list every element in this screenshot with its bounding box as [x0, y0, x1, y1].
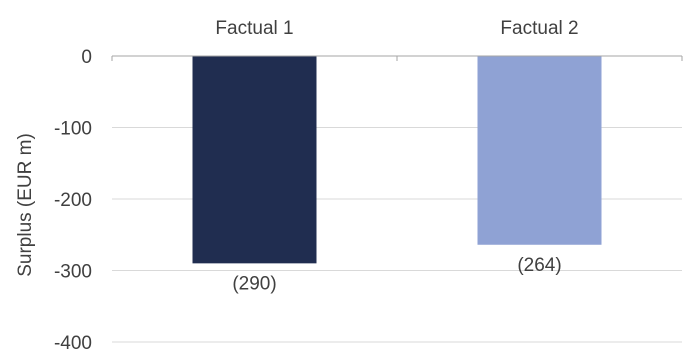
y-tick-label: -200 [54, 190, 92, 211]
y-axis-title: Surplus (EUR m) [15, 133, 36, 277]
data-label: (290) [232, 273, 276, 294]
y-tick-label: -300 [54, 262, 92, 283]
bar-1 [192, 56, 317, 264]
category-label: Factual 1 [215, 18, 293, 39]
y-tick-label: 0 [81, 47, 92, 68]
data-label: (264) [517, 255, 561, 276]
y-tick-label: -100 [54, 119, 92, 140]
category-label: Factual 2 [500, 18, 578, 39]
y-tick-label: -400 [54, 333, 92, 354]
bar-2 [477, 56, 602, 245]
